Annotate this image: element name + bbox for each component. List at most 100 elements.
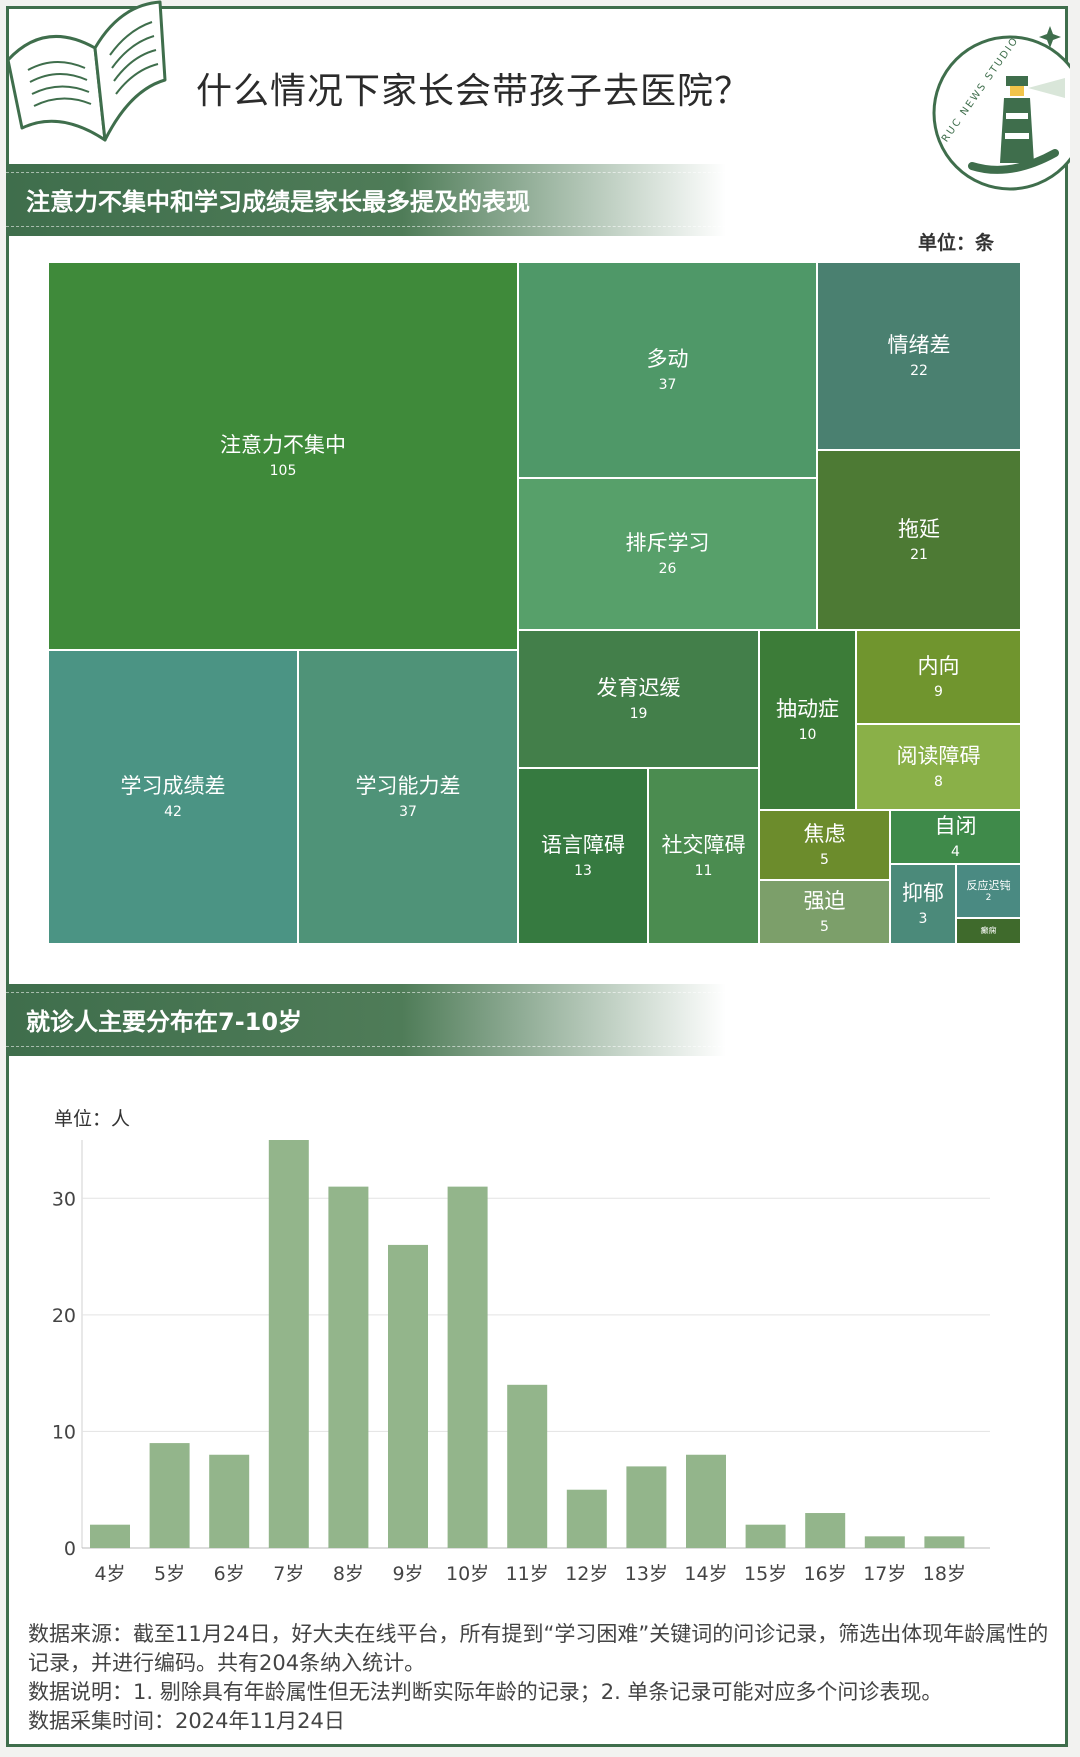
- treemap-tile-value: 19: [629, 705, 648, 722]
- treemap-tile: 抽动症 10: [759, 630, 856, 810]
- treemap-tile-label: 焦虑: [803, 822, 846, 847]
- treemap-tile: 内向 9: [856, 630, 1021, 724]
- x-tick-label: 8岁: [333, 1563, 364, 1585]
- treemap-tile-value: 22: [910, 362, 928, 379]
- treemap-unit-label: 单位：条: [918, 232, 995, 254]
- treemap-tile-label: 排斥学习: [625, 531, 710, 556]
- treemap-tile-label: 内向: [917, 654, 960, 679]
- bar: [686, 1454, 726, 1548]
- treemap-tile-value: 9: [934, 683, 943, 700]
- treemap-tile: 抑郁 3: [890, 864, 956, 944]
- x-tick-label: 14岁: [684, 1563, 727, 1585]
- bar: [626, 1466, 667, 1548]
- treemap-tile-value: 4: [951, 843, 960, 860]
- x-tick-label: 16岁: [804, 1563, 847, 1585]
- treemap-tile-value: 21: [910, 546, 928, 563]
- bar: [268, 1140, 309, 1548]
- treemap-chart: 注意力不集中 105 学习成绩差 42 学习能力差 37 多动 37 排斥学习 26 情绪差 22 拖延…: [48, 262, 1021, 944]
- bar: [209, 1454, 250, 1548]
- bar-unit-label: 单位：人: [54, 1108, 131, 1130]
- treemap-tile-value: 2: [985, 893, 992, 904]
- treemap-tile-label: 抑郁: [902, 881, 944, 906]
- treemap-tile-value: 13: [574, 862, 592, 879]
- treemap-tile-label: 反应迟钝: [966, 878, 1011, 892]
- treemap-tile-label: 学习成绩差: [120, 774, 226, 799]
- treemap-tile-value: 37: [399, 803, 417, 820]
- bar: [805, 1513, 846, 1548]
- treemap-tile: 拖延 21: [817, 450, 1021, 630]
- x-tick-label: 18岁: [923, 1563, 966, 1585]
- bar-chart: 0 10 20 30 4岁 5岁 6岁 7岁 8岁 9岁 10岁 11岁 12岁 13岁 14岁 15岁 16岁…: [52, 1140, 990, 1585]
- treemap-tile: 学习成绩差 42: [48, 650, 298, 944]
- treemap-tile-label: 发育迟缓: [596, 676, 681, 701]
- treemap-tile-label: 社交障碍: [661, 833, 746, 858]
- section-header-symptoms: 注意力不集中和学习成绩是家长最多提及的表现: [6, 164, 726, 236]
- x-tick-label: 17岁: [863, 1563, 906, 1585]
- bar: [507, 1384, 548, 1548]
- treemap-tile-value: 8: [934, 773, 943, 790]
- treemap-tile: 焦虑 5: [759, 810, 890, 880]
- treemap-tile-label: 学习能力差: [355, 774, 461, 799]
- lighthouse-logo-icon: [932, 26, 1070, 191]
- x-tick-label: 6岁: [214, 1563, 245, 1585]
- treemap-tile: 阅读障碍 8: [856, 724, 1021, 810]
- bar: [447, 1186, 488, 1548]
- treemap-tile-value: 105: [269, 462, 297, 479]
- treemap-tile: 注意力不集中 105: [48, 262, 518, 650]
- treemap-tile: 癫痫: [956, 918, 1021, 944]
- note-explanation: 数据说明：1. 剔除具有年龄属性但无法判断实际年龄的记录；2. 单条记录可能对应…: [28, 1680, 943, 1704]
- bar: [328, 1186, 369, 1548]
- bar: [924, 1536, 965, 1548]
- x-tick-label: 10岁: [446, 1563, 489, 1585]
- note-date: 数据采集时间：2024年11月24日: [28, 1709, 345, 1733]
- x-tick-label: 15岁: [744, 1563, 787, 1585]
- notes: 数据来源：截至11月24日，好大夫在线平台，所有提到“学习困难”关键词的问诊记录…: [28, 1620, 1058, 1736]
- bar: [149, 1443, 190, 1548]
- treemap-tile: 自闭 4: [890, 810, 1021, 864]
- section-header-age: 就诊人主要分布在7-10岁: [6, 984, 726, 1056]
- x-tick-label: 7岁: [273, 1563, 304, 1585]
- bar: [745, 1524, 786, 1548]
- bar: [566, 1489, 607, 1548]
- section-title: 注意力不集中和学习成绩是家长最多提及的表现: [26, 188, 530, 216]
- treemap-tile-label: 情绪差: [887, 333, 951, 358]
- x-tick-label: 5岁: [154, 1563, 185, 1585]
- treemap-tile-label: 语言障碍: [541, 833, 625, 858]
- y-tick-label: 20: [52, 1305, 76, 1327]
- treemap-tile-value: 26: [658, 560, 677, 577]
- x-tick-label: 13岁: [625, 1563, 668, 1585]
- treemap-tile-value: 11: [694, 862, 713, 879]
- treemap-tile-label: 自闭: [934, 814, 977, 839]
- treemap-tile: 排斥学习 26: [518, 478, 817, 630]
- treemap-tile: 多动 37: [518, 262, 817, 478]
- section-title: 就诊人主要分布在7-10岁: [26, 1008, 303, 1036]
- treemap-tile-label: 拖延: [898, 517, 940, 542]
- treemap-tile: 发育迟缓 19: [518, 630, 759, 768]
- treemap-tile: 语言障碍 13: [518, 768, 648, 944]
- x-tick-label: 9岁: [392, 1563, 423, 1585]
- treemap-tile-label: 癫痫: [980, 926, 997, 936]
- page-title: 什么情况下家长会带孩子去医院？: [196, 71, 752, 112]
- y-tick-label: 10: [52, 1421, 76, 1443]
- bar: [388, 1244, 428, 1548]
- treemap-tile-label: 抽动症: [776, 697, 839, 722]
- treemap-tile: 反应迟钝 2: [956, 864, 1021, 918]
- treemap-tile-label: 注意力不集中: [220, 433, 346, 458]
- y-tick-label: 30: [52, 1188, 76, 1210]
- x-tick-label: 11岁: [506, 1563, 549, 1585]
- treemap-tile: 强迫 5: [759, 880, 890, 944]
- treemap-tile-label: 强迫: [803, 889, 846, 914]
- treemap-tile: 学习能力差 37: [298, 650, 518, 944]
- treemap-tile: 情绪差 22: [817, 262, 1021, 450]
- treemap-tile-label: 多动: [646, 347, 689, 372]
- treemap-tile-value: 5: [820, 851, 829, 868]
- bar: [864, 1536, 905, 1548]
- treemap-tile-value: 42: [164, 803, 182, 820]
- treemap-tile-label: 阅读障碍: [896, 744, 981, 769]
- treemap-tile-value: 10: [798, 726, 817, 743]
- x-tick-label: 12岁: [565, 1563, 608, 1585]
- treemap-tile-value: 5: [820, 918, 829, 935]
- note-source: 数据来源：截至11月24日，好大夫在线平台，所有提到“学习困难”关键词的问诊记录…: [28, 1622, 1049, 1675]
- y-tick-label: 0: [64, 1538, 76, 1560]
- treemap-tile-value: 37: [658, 376, 677, 393]
